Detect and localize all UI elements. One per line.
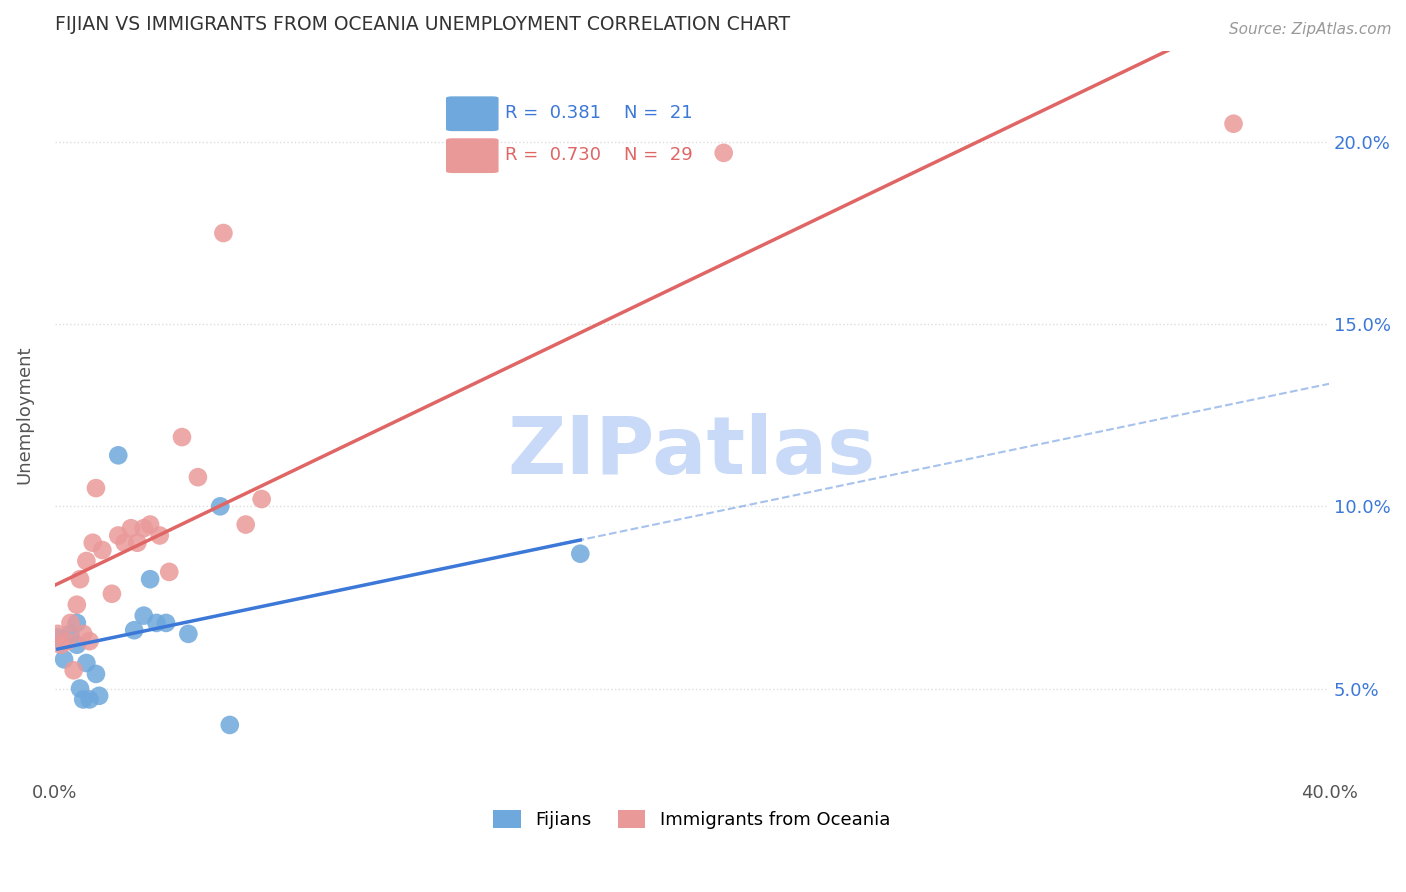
Point (66, 615, 89, 630)
Point (107, 528, 129, 542)
Point (145, 615, 167, 630)
Point (713, 145, 735, 160)
Point (82, 535, 104, 549)
Point (91, 543, 114, 558)
Point (569, 547, 592, 561)
Point (72, 627, 94, 641)
Point (235, 517, 257, 532)
Point (46, 627, 69, 641)
Point (187, 470, 209, 484)
Point (212, 226, 235, 240)
Point (209, 500, 232, 514)
Point (139, 517, 162, 532)
Point (250, 491, 273, 506)
Point (66, 638, 89, 652)
Point (122, 624, 145, 638)
Point (49, 638, 72, 652)
Text: R =  0.381    N =  21: R = 0.381 N = 21 (505, 104, 692, 122)
Text: R =  0.730    N =  29: R = 0.730 N = 29 (505, 146, 693, 164)
Point (75, 554, 97, 568)
Text: ZIPatlas: ZIPatlas (508, 413, 876, 491)
Point (62, 663, 84, 677)
Point (114, 535, 136, 549)
Y-axis label: Unemployment: Unemployment (15, 346, 32, 484)
Point (66, 598, 89, 612)
Point (120, 521, 142, 535)
Point (59, 615, 82, 630)
Point (79, 634, 101, 648)
Text: FIJIAN VS IMMIGRANTS FROM OCEANIA UNEMPLOYMENT CORRELATION CHART: FIJIAN VS IMMIGRANTS FROM OCEANIA UNEMPL… (55, 15, 790, 34)
Point (170, 430, 193, 444)
Point (101, 587, 124, 601)
Point (53, 652, 76, 666)
Point (75, 656, 97, 670)
Point (1222, 117, 1244, 131)
Point (72, 692, 94, 706)
Point (177, 627, 200, 641)
Point (69, 572, 91, 586)
Point (84, 481, 107, 495)
Legend: Fijians, Immigrants from Oceania: Fijians, Immigrants from Oceania (486, 803, 897, 836)
Text: Source: ZipAtlas.com: Source: ZipAtlas.com (1229, 22, 1392, 37)
Point (56, 634, 79, 648)
Point (89, 689, 111, 703)
Point (157, 565, 180, 579)
Point (155, 615, 177, 630)
Point (139, 572, 162, 586)
Point (218, 718, 240, 732)
Point (46, 631, 69, 645)
Point (132, 521, 155, 535)
Point (127, 535, 149, 549)
Point (84, 667, 107, 681)
Point (69, 681, 91, 696)
Point (132, 608, 155, 623)
Point (107, 448, 129, 462)
Point (79, 692, 101, 706)
Point (59, 627, 82, 641)
FancyBboxPatch shape (446, 138, 499, 173)
Point (149, 528, 172, 542)
FancyBboxPatch shape (446, 96, 499, 131)
